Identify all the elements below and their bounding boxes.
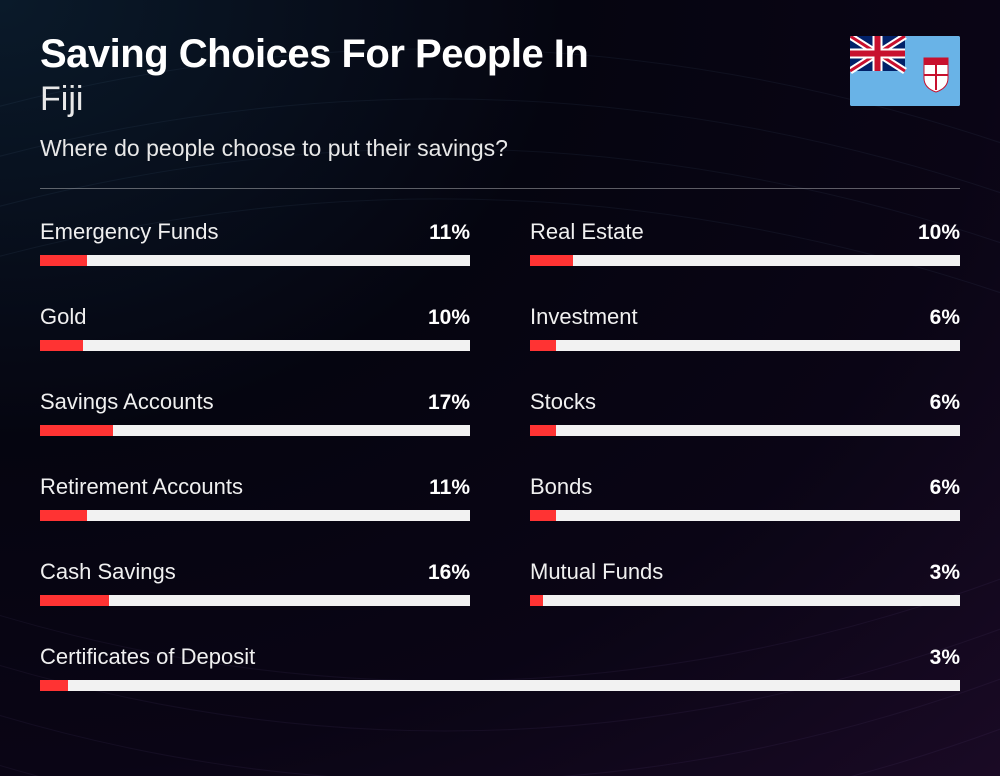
bar-item-value: 11% [429, 221, 470, 245]
bar-item-label: Emergency Funds [40, 219, 219, 245]
bar-item-value: 10% [918, 221, 960, 245]
bar-item-label: Mutual Funds [530, 559, 663, 585]
bar-item-head: Savings Accounts 17% [40, 389, 470, 415]
bar-item-label: Stocks [530, 389, 596, 415]
bar-item: Stocks 6% [530, 389, 960, 436]
country-name: Fiji [40, 80, 960, 119]
bar-item-value: 11% [429, 476, 470, 500]
bar-item-value: 6% [930, 306, 960, 330]
bar-fill [530, 340, 556, 351]
bar-item-head: Investment 6% [530, 304, 960, 330]
bar-item-label: Investment [530, 304, 638, 330]
bar-item-head: Gold 10% [40, 304, 470, 330]
bar-item-head: Bonds 6% [530, 474, 960, 500]
bar-item-label: Bonds [530, 474, 592, 500]
bar-item: Retirement Accounts 11% [40, 474, 470, 521]
bar-fill [530, 425, 556, 436]
bar-track [40, 255, 470, 266]
bar-item-value: 16% [428, 561, 470, 585]
bar-item: Certificates of Deposit 3% [40, 644, 960, 691]
bar-item: Mutual Funds 3% [530, 559, 960, 606]
header: Saving Choices For People In Fiji Where … [40, 32, 960, 162]
bar-item-head: Mutual Funds 3% [530, 559, 960, 585]
bar-item-head: Emergency Funds 11% [40, 219, 470, 245]
bar-item-value: 6% [930, 476, 960, 500]
bar-item-value: 17% [428, 391, 470, 415]
bar-item-head: Stocks 6% [530, 389, 960, 415]
bar-item-value: 6% [930, 391, 960, 415]
bar-track [40, 595, 470, 606]
bar-item-label: Certificates of Deposit [40, 644, 255, 670]
bar-fill [40, 510, 87, 521]
bar-item-head: Real Estate 10% [530, 219, 960, 245]
bar-item: Bonds 6% [530, 474, 960, 521]
bar-fill [40, 425, 113, 436]
bar-item-value: 10% [428, 306, 470, 330]
page-title: Saving Choices For People In [40, 32, 960, 76]
header-divider [40, 188, 960, 189]
bar-track [530, 255, 960, 266]
bar-item: Real Estate 10% [530, 219, 960, 266]
bar-item: Gold 10% [40, 304, 470, 351]
bar-item: Cash Savings 16% [40, 559, 470, 606]
bar-item-label: Real Estate [530, 219, 644, 245]
bar-fill [40, 340, 83, 351]
bar-fill [530, 510, 556, 521]
bar-track [40, 340, 470, 351]
bar-track [40, 680, 960, 691]
bar-item-label: Savings Accounts [40, 389, 214, 415]
bar-item: Savings Accounts 17% [40, 389, 470, 436]
bar-item-value: 3% [930, 561, 960, 585]
bar-fill [530, 255, 573, 266]
bar-track [530, 510, 960, 521]
bar-item-head: Certificates of Deposit 3% [40, 644, 960, 670]
bar-fill [530, 595, 543, 606]
bar-track [40, 510, 470, 521]
bar-fill [40, 680, 68, 691]
bar-chart-grid: Emergency Funds 11% Real Estate 10% Gold 10% I… [40, 219, 960, 691]
bar-item-head: Cash Savings 16% [40, 559, 470, 585]
bar-item: Emergency Funds 11% [40, 219, 470, 266]
bar-item-label: Gold [40, 304, 86, 330]
bar-track [530, 425, 960, 436]
bar-track [40, 425, 470, 436]
bar-item: Investment 6% [530, 304, 960, 351]
bar-track [530, 595, 960, 606]
page-subtitle: Where do people choose to put their savi… [40, 135, 960, 162]
bar-item-value: 3% [930, 646, 960, 670]
bar-fill [40, 255, 87, 266]
bar-fill [40, 595, 109, 606]
bar-track [530, 340, 960, 351]
country-flag-icon [850, 36, 960, 106]
bar-item-label: Cash Savings [40, 559, 176, 585]
bar-item-head: Retirement Accounts 11% [40, 474, 470, 500]
bar-item-label: Retirement Accounts [40, 474, 243, 500]
